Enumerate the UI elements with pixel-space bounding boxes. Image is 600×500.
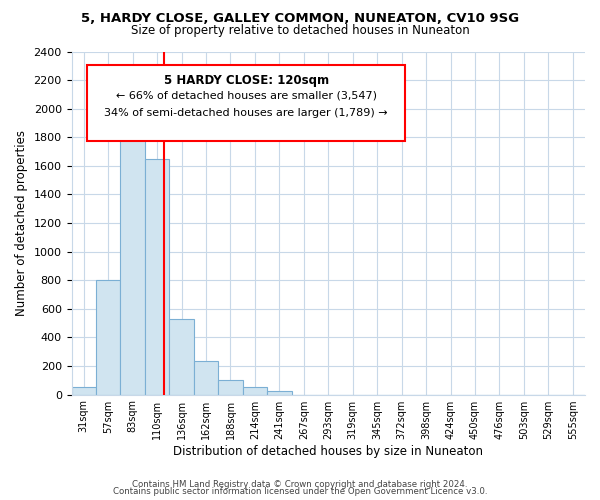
Bar bbox=[169, 319, 194, 394]
Bar bbox=[71, 388, 96, 394]
Bar bbox=[218, 380, 242, 394]
Text: Contains HM Land Registry data © Crown copyright and database right 2024.: Contains HM Land Registry data © Crown c… bbox=[132, 480, 468, 489]
Bar bbox=[267, 391, 292, 394]
Y-axis label: Number of detached properties: Number of detached properties bbox=[15, 130, 28, 316]
Text: 5 HARDY CLOSE: 120sqm: 5 HARDY CLOSE: 120sqm bbox=[164, 74, 329, 87]
Bar bbox=[145, 158, 169, 394]
Text: 34% of semi-detached houses are larger (1,789) →: 34% of semi-detached houses are larger (… bbox=[104, 108, 388, 118]
Bar bbox=[121, 126, 145, 394]
Bar bbox=[96, 280, 121, 394]
Text: Contains public sector information licensed under the Open Government Licence v3: Contains public sector information licen… bbox=[113, 487, 487, 496]
Text: 5, HARDY CLOSE, GALLEY COMMON, NUNEATON, CV10 9SG: 5, HARDY CLOSE, GALLEY COMMON, NUNEATON,… bbox=[81, 12, 519, 26]
Bar bbox=[87, 65, 405, 140]
Text: ← 66% of detached houses are smaller (3,547): ← 66% of detached houses are smaller (3,… bbox=[116, 91, 377, 101]
Text: Size of property relative to detached houses in Nuneaton: Size of property relative to detached ho… bbox=[131, 24, 469, 37]
X-axis label: Distribution of detached houses by size in Nuneaton: Distribution of detached houses by size … bbox=[173, 444, 483, 458]
Bar bbox=[242, 388, 267, 394]
Bar bbox=[194, 361, 218, 394]
